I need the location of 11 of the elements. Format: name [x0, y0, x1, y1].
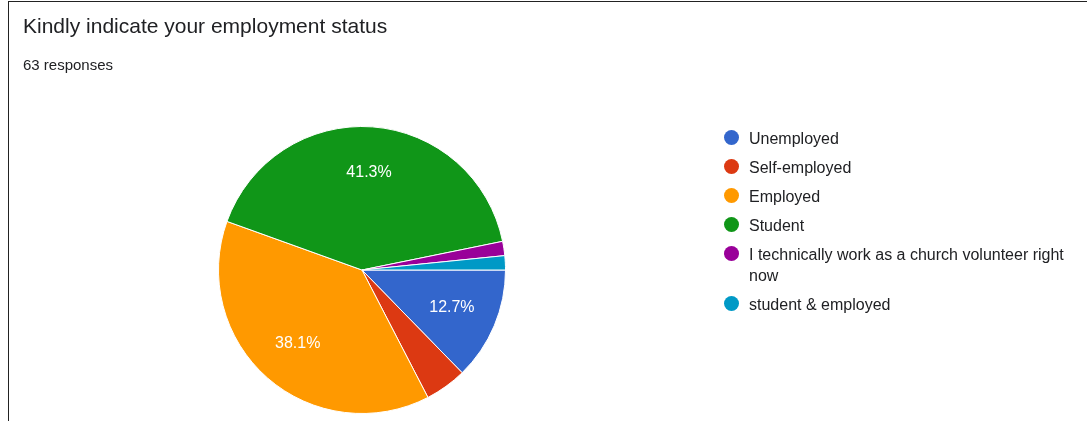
data-label: 38.1% — [275, 333, 321, 351]
legend-label: student & employed — [749, 295, 892, 315]
data-label: 41.3% — [346, 163, 392, 181]
text: 63 responses — [23, 56, 114, 73]
legend-label: Employed — [749, 187, 822, 207]
legend-label: Unemployed — [749, 129, 840, 149]
legend-label: I technically work as a church volunteer right now — [749, 245, 1065, 286]
legend-label: Student — [749, 216, 806, 236]
data-label: 12.7% — [429, 298, 475, 316]
chart-title: Kindly indicate your employment status — [23, 14, 388, 38]
legend-label: Self-employed — [749, 158, 853, 178]
